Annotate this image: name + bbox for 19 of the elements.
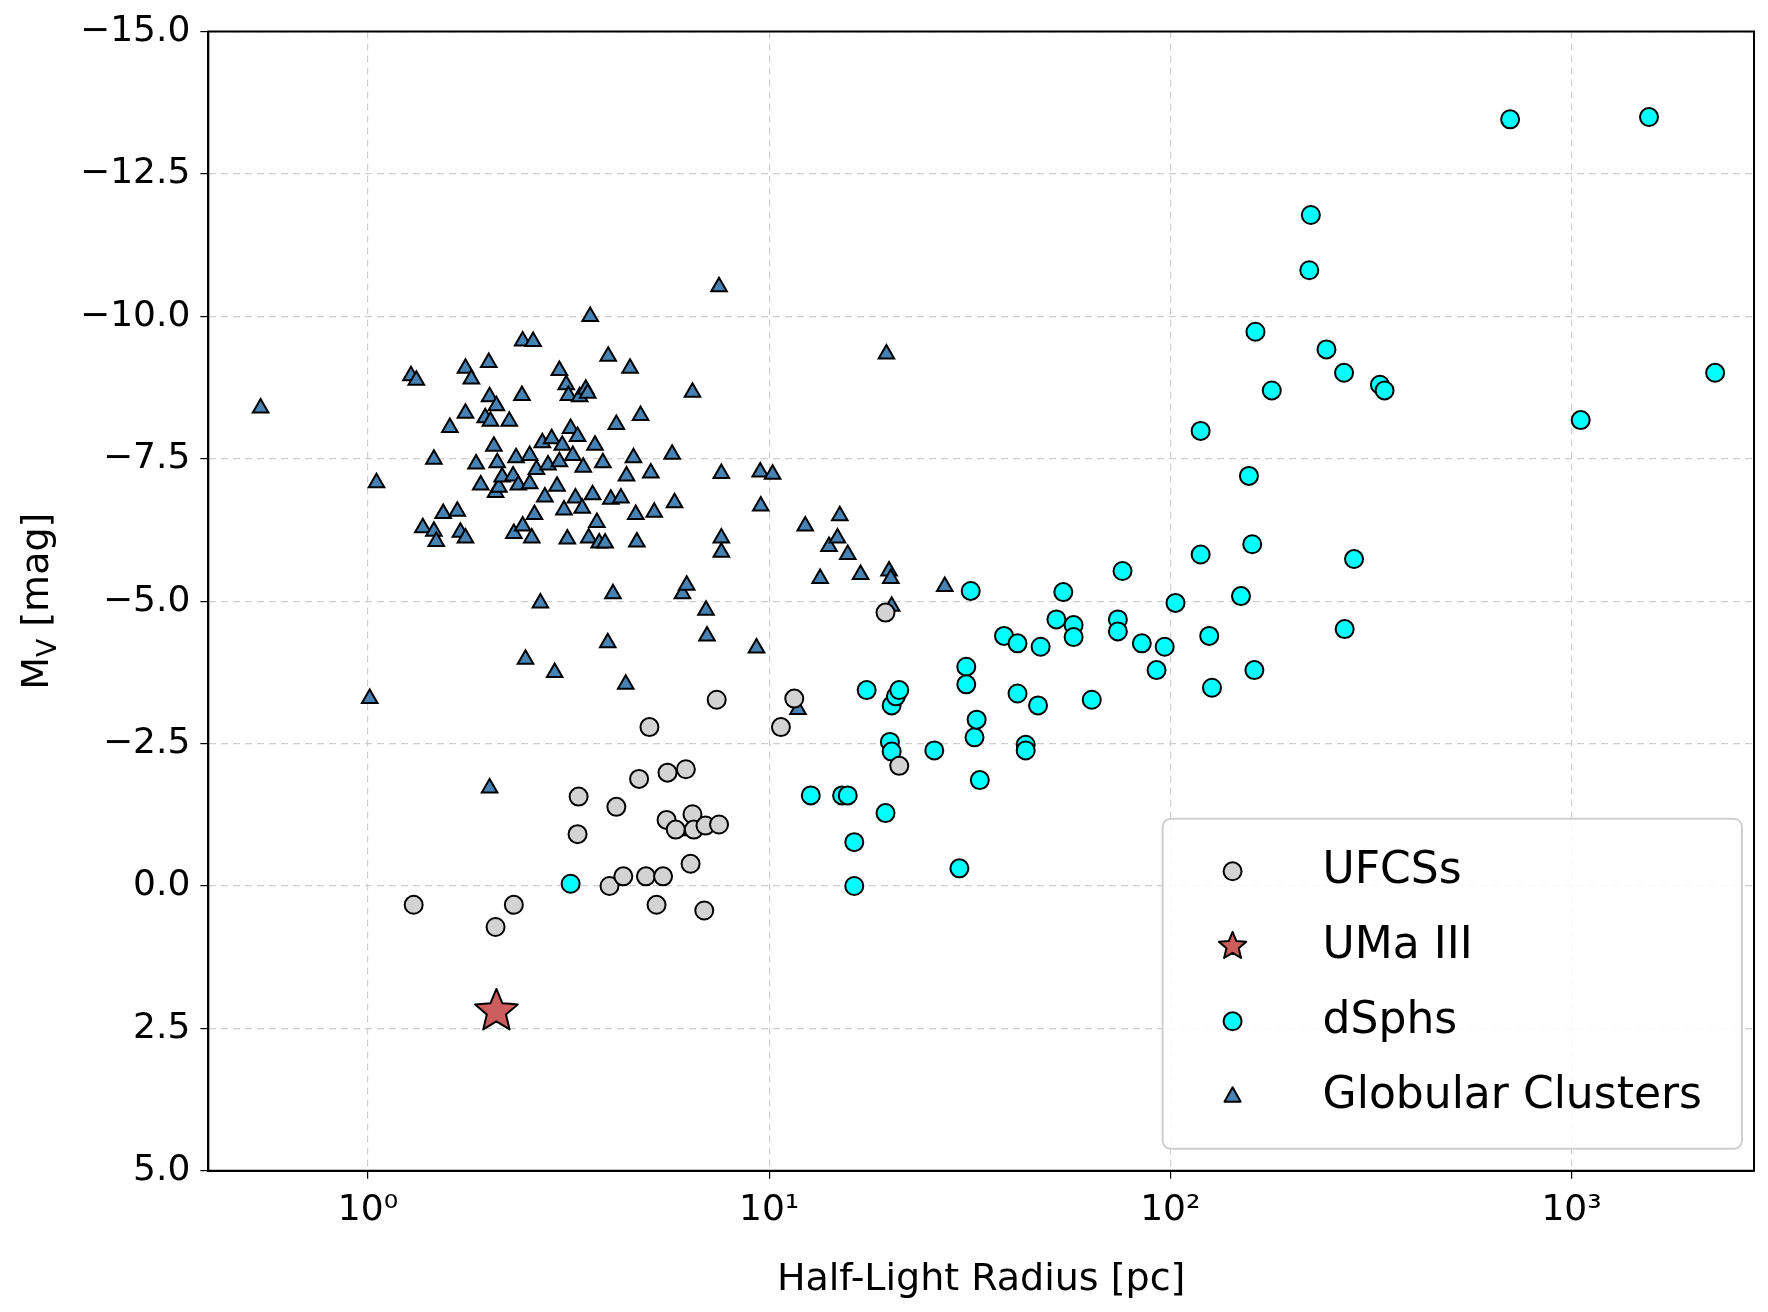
legend-label: UMa III: [1322, 916, 1473, 968]
y-tick-label: 2.5: [133, 1004, 191, 1046]
x-tick-label: 10¹: [739, 1186, 800, 1228]
y-tick-label: −10.0: [79, 292, 191, 334]
x-tick-label: 10⁰: [337, 1186, 399, 1228]
y-tick-label: −12.5: [79, 150, 191, 192]
legend-label: dSphs: [1322, 991, 1458, 1043]
x-tick-label: 10³: [1541, 1186, 1602, 1228]
x-axis-title: Half-Light Radius [pc]: [776, 1254, 1186, 1299]
y-tick-label: 0.0: [133, 862, 191, 904]
y-tick-label: −2.5: [102, 719, 191, 761]
y-tick-label: 5.0: [133, 1147, 191, 1189]
y-tick-label: −7.5: [102, 435, 191, 477]
x-tick-label: 10²: [1140, 1186, 1201, 1228]
y-tick-label: −5.0: [102, 577, 191, 619]
legend-label: Globular Clusters: [1322, 1066, 1703, 1118]
legend-label: UFCSs: [1322, 841, 1462, 893]
y-tick-label: −15.0: [79, 7, 191, 49]
y-axis-title: MV [mag]: [12, 512, 63, 690]
